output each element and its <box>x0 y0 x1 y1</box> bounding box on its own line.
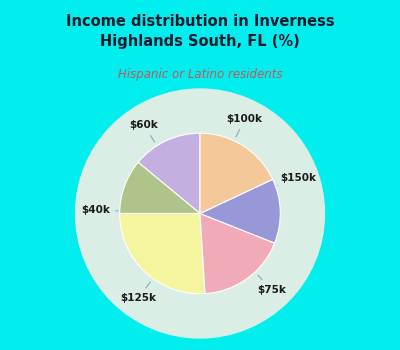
Text: $40k: $40k <box>81 205 118 215</box>
Wedge shape <box>120 162 200 214</box>
Circle shape <box>76 89 324 338</box>
Text: $75k: $75k <box>257 275 286 295</box>
Wedge shape <box>200 214 275 294</box>
Wedge shape <box>120 214 205 294</box>
Text: $150k: $150k <box>277 173 316 186</box>
Wedge shape <box>200 179 280 243</box>
Text: $125k: $125k <box>121 282 157 303</box>
Wedge shape <box>138 133 200 214</box>
Wedge shape <box>200 133 273 214</box>
Text: $60k: $60k <box>130 120 158 142</box>
Text: Income distribution in Inverness
Highlands South, FL (%): Income distribution in Inverness Highlan… <box>66 14 334 49</box>
Text: $100k: $100k <box>226 114 262 137</box>
Text: Hispanic or Latino residents: Hispanic or Latino residents <box>118 68 282 81</box>
